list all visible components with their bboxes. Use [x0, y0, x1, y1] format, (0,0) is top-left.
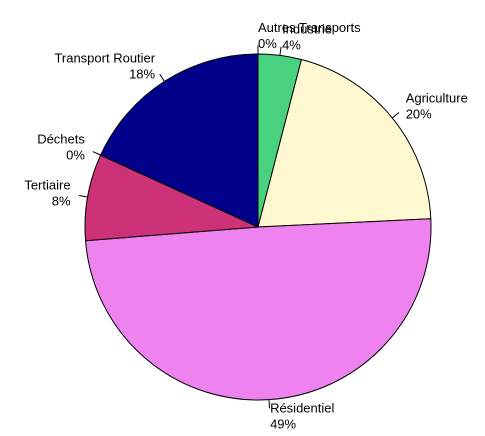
label-tick [391, 112, 400, 119]
slice-value-label: 0% [66, 147, 85, 162]
slice-label: Déchets [37, 131, 85, 146]
label-tick [159, 73, 165, 82]
slice-value-label: 18% [129, 66, 155, 81]
pie-slice [85, 218, 432, 401]
slice-label: Tertiaire [24, 177, 70, 192]
label-tick [79, 194, 88, 198]
slice-label: Autres Transports [258, 20, 361, 35]
slice-label: Transport Routier [54, 50, 155, 65]
slice-label: Agriculture [406, 90, 468, 105]
slice-label: Industrie [282, 22, 332, 37]
slice-value-label: 4% [282, 38, 301, 53]
slice-label: Résidentiel [270, 400, 334, 415]
label-tick [268, 399, 271, 409]
pie-slice [257, 58, 432, 228]
slice-value-label: 8% [52, 193, 71, 208]
pie-slice [99, 53, 259, 228]
label-tick [279, 46, 282, 56]
slice-value-label: 20% [406, 106, 432, 121]
label-tick [92, 151, 101, 156]
slice-value-label: 0% [258, 36, 277, 51]
slice-value-label: 49% [270, 416, 296, 431]
pie-slice [84, 154, 260, 242]
